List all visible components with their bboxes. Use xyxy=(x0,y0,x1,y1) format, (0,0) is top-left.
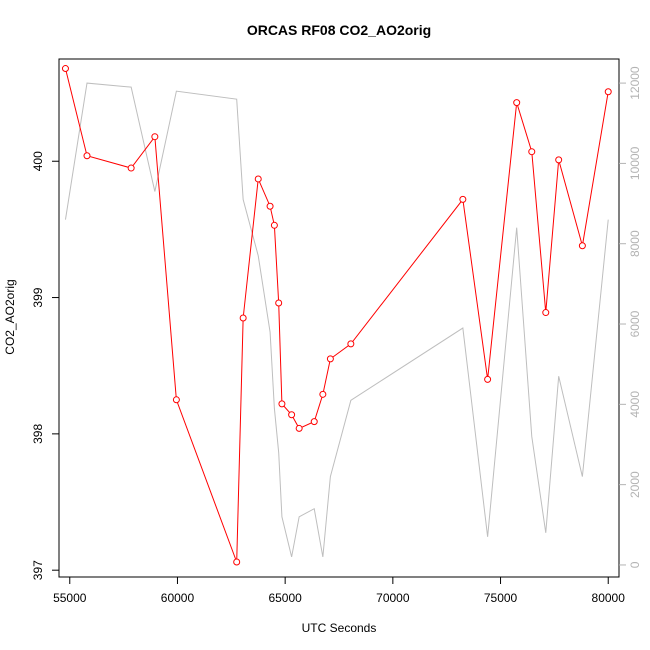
data-point xyxy=(528,148,536,156)
data-point xyxy=(459,195,467,203)
data-point xyxy=(270,221,278,229)
data-point xyxy=(555,156,563,164)
data-point xyxy=(172,396,180,404)
data-point xyxy=(278,400,286,408)
y2-tick-label: 0 xyxy=(628,561,642,568)
x-axis: 55000 60000 65000 70000 75000 80000 xyxy=(53,577,625,605)
data-point xyxy=(151,133,159,141)
data-point xyxy=(127,164,135,172)
y2-tick-label: 6000 xyxy=(628,310,642,337)
data-point xyxy=(295,424,303,432)
red-series-path xyxy=(64,68,609,563)
y-axis-left: 397 398 399 400 xyxy=(31,151,59,580)
gray-series-path xyxy=(64,82,609,558)
data-point xyxy=(310,418,318,426)
data-point xyxy=(604,88,612,96)
x-axis-label: UTC Seconds xyxy=(302,621,377,635)
data-point xyxy=(319,390,327,398)
data-point xyxy=(578,242,586,250)
y-tick-label: 398 xyxy=(31,424,45,444)
data-point xyxy=(513,99,521,107)
x-tick-label: 55000 xyxy=(53,591,87,605)
series-red-line xyxy=(61,65,612,566)
data-point xyxy=(484,375,492,383)
data-point xyxy=(239,314,247,322)
data-point xyxy=(288,411,296,419)
chart-title: ORCAS RF08 CO2_AO2orig xyxy=(247,22,431,38)
x-tick-label: 75000 xyxy=(484,591,518,605)
y2-tick-label: 2000 xyxy=(628,471,642,498)
y2-tick-label: 4000 xyxy=(628,391,642,418)
series-gray-line xyxy=(64,82,609,558)
y-tick-label: 397 xyxy=(31,560,45,580)
data-point xyxy=(83,152,91,160)
data-point xyxy=(275,299,283,307)
data-point xyxy=(254,175,262,183)
x-tick-label: 65000 xyxy=(268,591,302,605)
data-point xyxy=(347,340,355,348)
x-tick-label: 70000 xyxy=(376,591,410,605)
y2-tick-label: 8000 xyxy=(628,230,642,257)
data-point xyxy=(542,309,550,317)
y-tick-label: 399 xyxy=(31,287,45,307)
data-point xyxy=(233,558,241,566)
plot-frame xyxy=(58,58,620,578)
data-point xyxy=(61,65,69,73)
x-tick-label: 60000 xyxy=(161,591,195,605)
y2-tick-label: 12000 xyxy=(628,66,642,100)
y-axis-right: 0 2000 4000 6000 8000 10000 12000 xyxy=(619,66,642,568)
data-point xyxy=(266,202,274,210)
data-point xyxy=(326,355,334,363)
y-axis-label: CO2_AO2orig xyxy=(3,279,17,354)
y-tick-label: 400 xyxy=(31,151,45,171)
y2-tick-label: 10000 xyxy=(628,146,642,180)
x-tick-label: 80000 xyxy=(592,591,626,605)
